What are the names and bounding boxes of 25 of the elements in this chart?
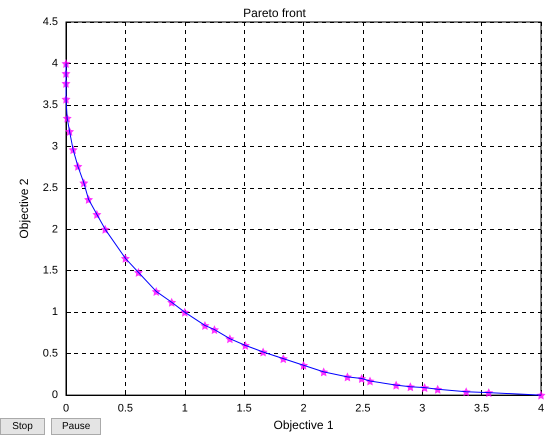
x-tick-label: 0	[62, 402, 70, 415]
y-tick-label: 2	[52, 223, 58, 236]
y-axis-title: Objective 2	[17, 178, 31, 239]
y-tick-label: 1	[52, 306, 58, 318]
x-tick-label: 3.5	[474, 402, 490, 415]
y-tick-label: 2.5	[42, 182, 58, 194]
y-tick-label: 0.5	[42, 348, 58, 360]
x-tick-label: 1	[182, 402, 188, 415]
button: Stop	[0, 418, 45, 435]
x-tick-label: 2.5	[355, 402, 371, 415]
y-tick-label: 3.5	[42, 98, 58, 111]
y-tick-label: 0	[52, 389, 58, 402]
x-tick-label: 1.5	[236, 402, 252, 415]
chart-title: Pareto front	[243, 6, 307, 20]
x-tick-label: 0.5	[118, 402, 134, 415]
button: Pause	[51, 418, 102, 435]
x-tick-label: 2	[300, 402, 307, 415]
x-tick-label: 4	[538, 402, 544, 415]
y-tick-label: 3	[52, 140, 58, 152]
y-tick-label: 4.5	[42, 16, 58, 28]
x-axis-title: Objective 1	[273, 418, 334, 432]
y-tick-label: 1.5	[42, 264, 58, 277]
y-tick-label: 4	[52, 57, 58, 70]
point	[62, 58, 70, 68]
x-tick-label: 3	[419, 402, 426, 415]
